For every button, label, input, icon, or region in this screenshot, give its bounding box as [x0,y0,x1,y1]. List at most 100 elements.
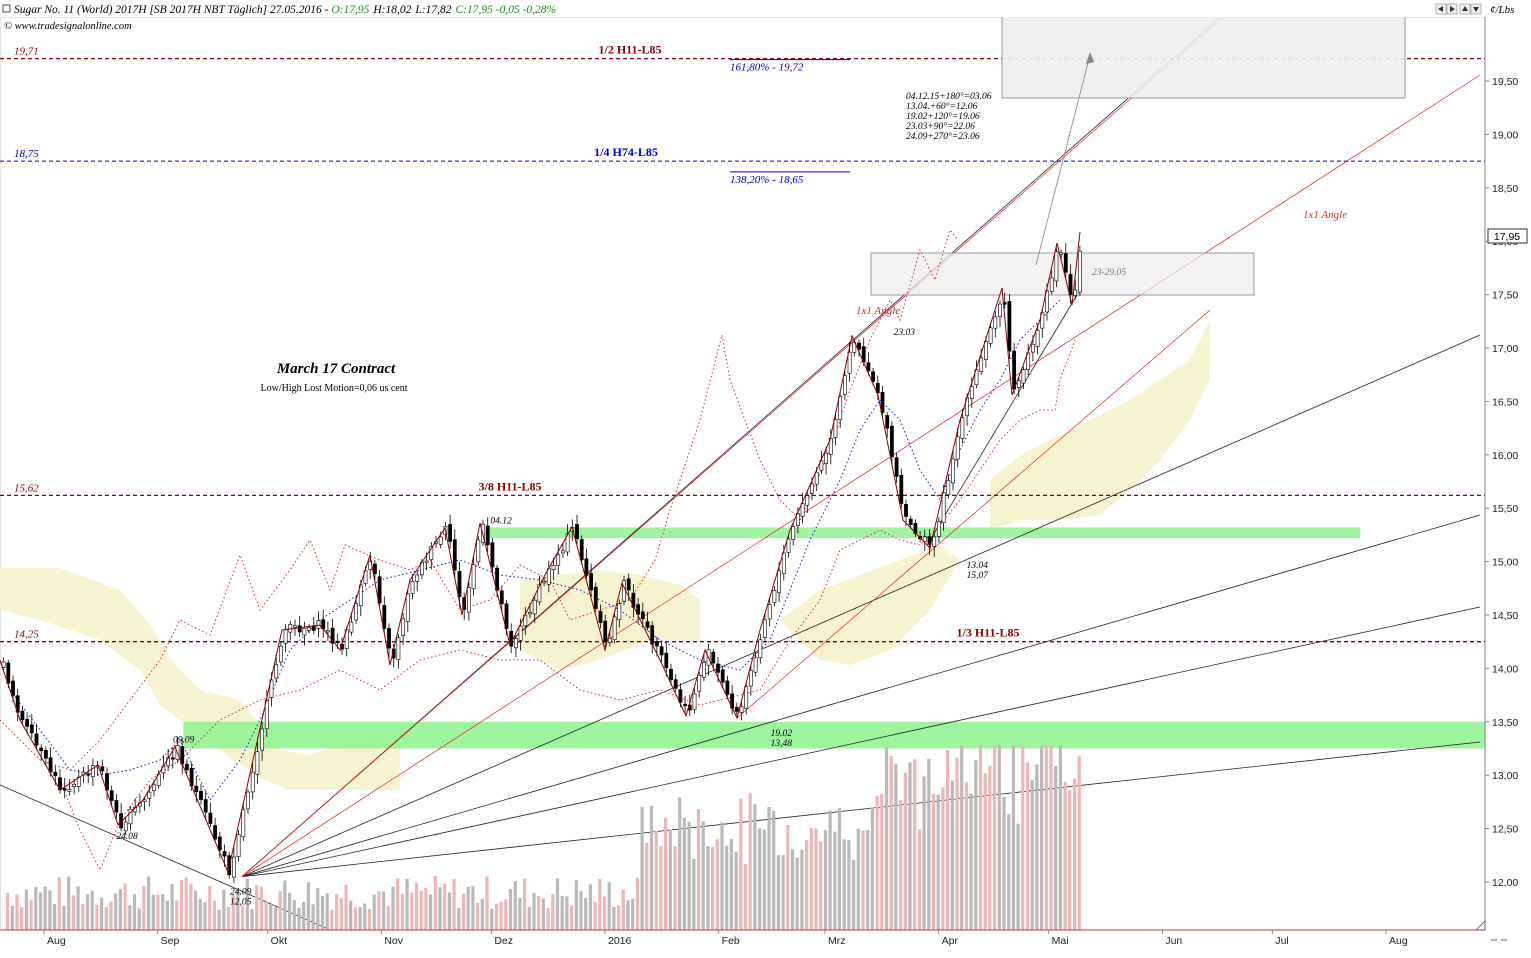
chart-subtitle: Low/High Lost Motion=0,06 us cent [260,383,407,394]
volume-bar [499,901,503,930]
volume-bar [504,899,508,930]
volume-bar [20,907,24,930]
candle-down [490,542,495,568]
level-name-label-1: 1/4 H74-L85 [594,145,658,159]
volume-bar [781,855,785,930]
volume-bar [396,878,400,930]
volume-bar [866,830,870,930]
candle-up [424,560,429,563]
volume-bar [320,895,325,930]
volume-bar [852,860,856,930]
volume-bar [612,906,616,930]
y-tick-label-13: 18,50 [1492,183,1518,195]
fib-label-1: 138,20% - 18,65 [730,174,804,186]
volume-bar [245,878,249,930]
zoom-controls-icon[interactable]: ⇔⇔ [1489,934,1509,945]
volume-bar [109,901,113,930]
candle-up [951,458,955,484]
volume-bar [809,828,813,930]
down-line [0,784,331,931]
volume-bar [325,893,329,930]
volume-bar [414,882,419,930]
volume-bar [405,878,409,930]
candle-up [410,580,415,594]
candle-down [871,371,876,382]
volume-bar [870,807,874,930]
candle-down [603,620,608,643]
volume-bar [377,891,381,930]
candle-up [800,503,805,517]
candle-up [607,638,612,643]
candle-up [988,327,993,344]
volume-bar [391,886,395,930]
trend-line-apr [929,289,1081,541]
volume-bar [443,883,447,930]
projection-arrow-head [1086,52,1094,64]
y-tick-label-7: 15,50 [1492,503,1518,515]
nav-controls: ⇔⇔ [1435,3,1509,945]
volume-bar [978,745,983,930]
candle-down [908,518,913,526]
volume-bar [551,894,555,930]
candle-up [838,395,843,420]
candle-up [1035,330,1040,347]
volume-bar [950,780,954,930]
candle-up [316,620,321,629]
volume-bar [480,898,484,930]
header-checkbox[interactable] [2,4,11,13]
volume-bar [795,857,799,930]
candle-up [955,436,960,460]
fan-line-1 [241,334,1481,877]
x-tick-label-9: Mai [1052,935,1069,947]
volume-bar [161,894,165,930]
volume-bar [805,839,809,930]
volume-bar [673,846,677,930]
candle-down [170,757,175,760]
y-tick-label-1: 12,50 [1492,824,1518,836]
level-name-label-3: 1/3 H11-L85 [956,626,1019,640]
volume-bar [43,886,47,930]
volume-bar [170,883,174,930]
volume-bar [1040,745,1044,930]
candle-up [781,552,786,575]
volume-bar [588,884,592,930]
x-tick-label-8: Apr [942,935,959,947]
volume-bar [800,849,804,930]
volume-bar [537,895,541,930]
candle-down [387,628,391,649]
volume-bar [81,904,85,930]
volume-bar [466,886,470,930]
volume-bar [917,829,921,930]
candle-up [739,706,744,713]
volume-bar [57,877,61,930]
resize-corner-icon[interactable] [1475,920,1486,931]
candle-down [185,763,189,771]
candle-up [405,593,410,622]
fib-label-0: 161,80% - 19,72 [730,62,804,74]
volume-bar [1025,762,1030,930]
candle-up [528,612,532,615]
support-band-1 [487,527,1361,539]
volume-bars [6,745,1081,930]
candle-down [34,733,39,746]
candle-up [791,526,796,540]
candle-up [560,550,565,554]
y-tick-label-11: 17,50 [1492,290,1518,302]
candle-down [105,773,109,791]
candle-down [904,504,908,517]
volume-bar [842,839,846,930]
volume-bar [828,810,832,930]
volume-bar [706,845,710,930]
candle-down [217,836,222,851]
candle-down [39,747,44,752]
volume-bar [607,881,611,930]
volume-bar [776,855,780,930]
candle-up [307,627,312,631]
volume-bar [123,883,127,930]
x-axis: Aug Sep Okt Nov Dez 2016 Feb Mrz Apr Mai Jun Jul Aug [0,929,1485,947]
candle-up [551,564,556,571]
candle-down [53,771,58,777]
candle-up [236,834,241,857]
